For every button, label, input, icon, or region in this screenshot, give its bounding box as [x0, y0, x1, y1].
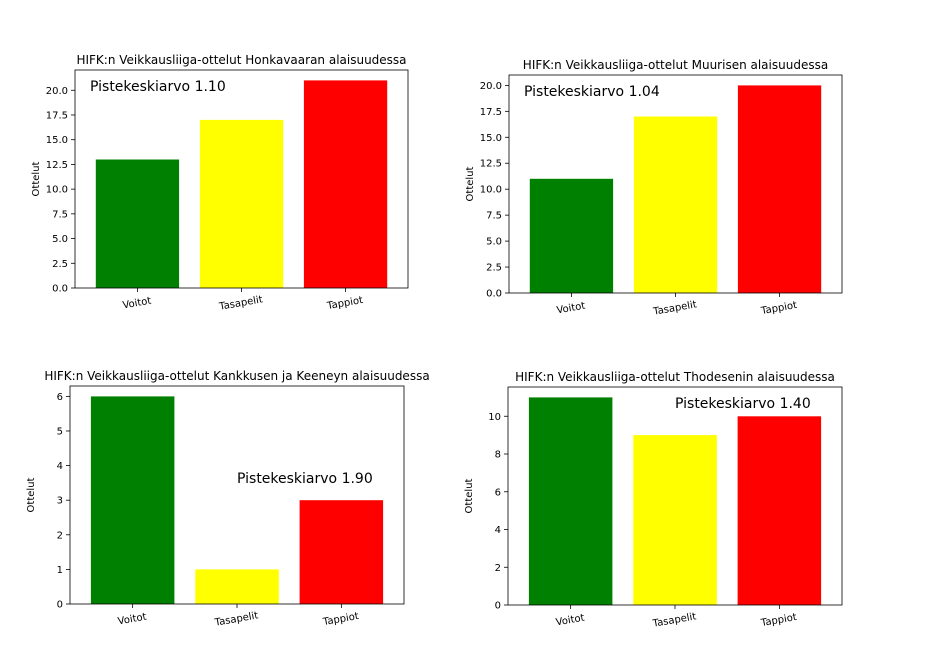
y-tick-label: 15.0 [46, 135, 68, 146]
chart-title: HIFK:n Veikkausliiga-ottelut Thodesenin … [515, 370, 835, 384]
x-tick-label: Tappiot [759, 612, 798, 629]
bar-voitot [95, 159, 180, 288]
y-tick-label: 15.0 [480, 133, 502, 144]
chart-panel-4: Voitot Tasapelit Tappiot 0 2 4 6 8 10 HIFK:n Veik… [464, 370, 843, 630]
y-tick-label: 12.5 [46, 160, 68, 171]
y-tick-label: 10 [488, 412, 501, 423]
x-tick-label: Voitot [556, 301, 586, 317]
x-tick-label: Voitot [122, 296, 152, 312]
y-tick-label: 0 [57, 600, 63, 611]
annotation-points-average: Pistekeskiarvo 1.90 [237, 471, 373, 487]
y-axis-label: Ottelut [26, 477, 37, 512]
bar-voitot [528, 397, 613, 605]
bar-voitot [90, 396, 175, 604]
y-tick-label: 1 [57, 565, 63, 576]
y-tick-label: 2.5 [486, 263, 502, 274]
x-tick-label: Tappiot [325, 295, 364, 312]
y-tick-label: 2 [495, 563, 501, 574]
chart-title: HIFK:n Veikkausliiga-ottelut Honkavaaran… [76, 53, 406, 67]
y-tick-label: 5.0 [52, 234, 68, 245]
y-tick-label: 5 [57, 426, 63, 437]
chart-panel-1: Voitot Tasapelit Tappiot 0.0 2.5 5.0 7.5 10.0 12… [31, 53, 409, 313]
axes-frame [69, 385, 405, 605]
y-tick-label: 0 [495, 601, 501, 612]
axes-frame [508, 74, 843, 294]
y-tick-label: 17.5 [46, 110, 68, 121]
annotation-points-average: Pistekeskiarvo 1.10 [90, 79, 226, 95]
y-tick-label: 0.0 [52, 284, 68, 295]
x-tick-label: Tappiot [759, 300, 798, 317]
x-tick-label: Tasapelit [218, 294, 264, 313]
bar-tappiot [299, 500, 384, 604]
y-tick-label: 20.0 [480, 81, 502, 92]
y-tick-label: 10.0 [46, 185, 68, 196]
x-tick-label: Tasapelit [213, 610, 259, 629]
y-tick-label: 6 [495, 487, 501, 498]
bar-tasapelit [199, 119, 284, 289]
y-axis-label: Ottelut [465, 166, 476, 201]
x-tick-label: Tasapelit [652, 299, 698, 318]
y-axis-label: Ottelut [464, 478, 475, 513]
chart-panel-3: Voitot Tasapelit Tappiot 0 1 2 3 4 5 6 HIFK:n Veik… [26, 369, 430, 629]
y-tick-label: 7.5 [486, 211, 502, 222]
y-tick-label: 2 [57, 530, 63, 541]
axes-frame [74, 69, 409, 289]
chart-title: HIFK:n Veikkausliiga-ottelut Kankkusen j… [44, 369, 429, 383]
y-tick-label: 7.5 [52, 209, 68, 220]
bar-tappiot [737, 416, 822, 605]
chart-panel-2: Voitot Tasapelit Tappiot 0.0 2.5 5.0 7.5 10.0 12… [465, 58, 843, 318]
y-tick-label: 2.5 [52, 259, 68, 270]
x-tick-label: Tasapelit [651, 611, 697, 630]
bar-tasapelit [633, 435, 717, 605]
x-tick-label: Voitot [555, 613, 585, 629]
x-tick-label: Voitot [117, 612, 147, 628]
x-tick-label: Tappiot [321, 611, 360, 628]
chart-title: HIFK:n Veikkausliiga-ottelut Muurisen al… [523, 58, 828, 72]
y-tick-label: 20.0 [46, 86, 68, 97]
y-axis-label: Ottelut [31, 161, 42, 196]
bar-tappiot [303, 80, 388, 289]
y-tick-label: 3 [57, 496, 63, 507]
annotation-points-average: Pistekeskiarvo 1.04 [524, 84, 660, 100]
bar-tasapelit [633, 116, 718, 293]
annotation-points-average: Pistekeskiarvo 1.40 [675, 396, 811, 412]
y-tick-label: 10.0 [480, 185, 502, 196]
y-tick-label: 8 [495, 450, 501, 461]
bar-voitot [529, 178, 614, 293]
y-tick-label: 4 [495, 525, 501, 536]
bar-tappiot [737, 85, 822, 294]
y-tick-label: 6 [57, 392, 63, 403]
y-tick-label: 4 [57, 461, 63, 472]
y-tick-label: 17.5 [480, 107, 502, 118]
axes-frame [507, 386, 843, 606]
y-tick-label: 12.5 [480, 159, 502, 170]
y-tick-label: 0.0 [486, 289, 502, 300]
bar-tasapelit [195, 569, 279, 604]
y-tick-label: 5.0 [486, 237, 502, 248]
